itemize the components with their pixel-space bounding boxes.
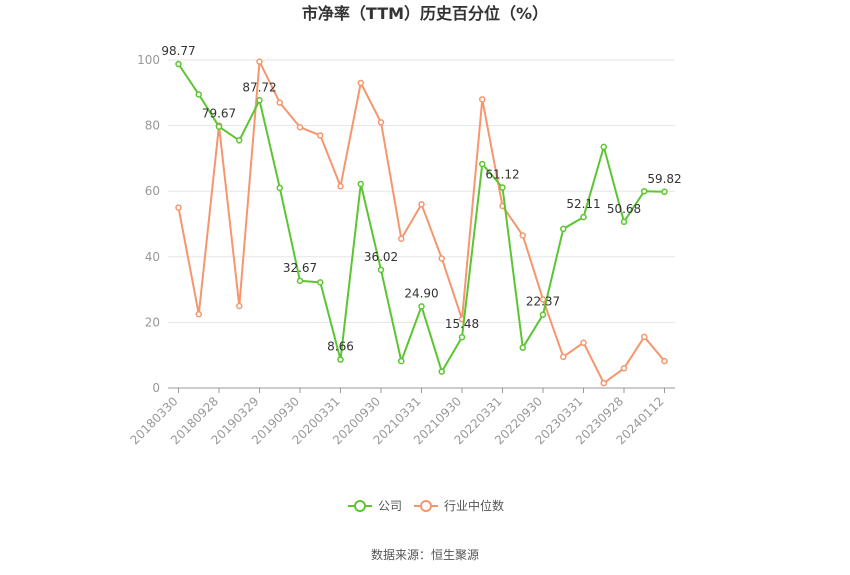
legend-swatch-marker [354,500,366,512]
data-point [236,137,243,144]
y-tick-label: 0 [152,381,160,395]
data-point [661,188,668,196]
legend-item: 公司 [348,499,402,513]
data-label: 36.02 [364,250,398,264]
data-labels: 98.77 79.67 87.72 32.67 8.66 36.02 24.90 15.48 6… [161,44,681,354]
data-point [357,180,364,188]
data-point [539,311,547,318]
data-point [377,119,385,126]
data-label: 98.77 [161,44,195,58]
data-point [661,357,668,365]
data-label: 79.67 [202,107,236,121]
data-point [600,379,607,387]
data-label: 8.66 [327,340,354,354]
data-point [357,79,364,87]
data-label: 87.72 [242,80,276,94]
data-point [580,339,587,346]
data-label: 50.68 [607,202,641,216]
data-point [479,160,486,168]
data-point [296,123,304,131]
data-point [215,123,223,130]
y-tick-label: 100 [137,53,160,67]
data-point [337,183,344,190]
series-line [177,63,665,373]
data-point [256,58,263,65]
series-line [177,60,666,385]
data-point [195,91,202,98]
y-tick-label: 60 [145,184,160,198]
x-axis: 2018033020180928201903292019093020200331… [128,387,675,447]
data-point [317,132,324,139]
data-label: 61.12 [485,168,519,182]
data-point [398,235,405,243]
data-point [195,310,202,318]
data-point [479,96,486,103]
data-point [458,333,466,341]
data-label: 24.90 [404,286,438,300]
source-note: 数据来源：恒生聚源 [371,547,479,562]
data-label: 32.67 [283,261,317,275]
y-axis: 0 20 40 60 80 100 [137,53,160,395]
data-point [641,187,648,195]
data-point [236,302,243,310]
legend-label: 公司 [378,499,402,513]
data-point [580,213,587,221]
data-point [438,368,445,375]
data-point [560,353,567,361]
data-label: 52.11 [566,197,600,211]
data-point [317,279,324,286]
legend: 公司 行业中位数 [348,498,504,513]
data-point [600,143,607,151]
data-point [398,357,405,365]
data-label: 59.82 [647,172,681,186]
series-layer [175,58,668,387]
data-point [499,184,506,191]
data-point [296,277,304,285]
data-point [377,266,385,274]
legend-swatch-marker [420,500,432,512]
data-point [256,97,263,104]
legend-label: 行业中位数 [444,498,504,513]
data-point [418,303,425,310]
data-point [641,333,648,341]
series-公司 [175,60,668,375]
data-label: 22.37 [526,295,560,309]
data-point [519,344,526,351]
data-point [276,99,283,106]
data-point [276,184,283,192]
data-point [560,225,567,233]
data-point [438,255,445,262]
data-point [337,356,344,363]
data-point [175,60,182,68]
y-tick-label: 20 [145,315,160,329]
data-point [418,201,425,208]
y-tick-label: 40 [145,250,160,264]
legend-item: 行业中位数 [414,498,504,513]
data-point [519,232,526,239]
data-point [620,218,628,226]
data-point [175,204,182,211]
data-point [539,296,547,303]
grid [168,59,675,323]
data-point [620,365,628,372]
data-label: 15.48 [445,317,479,331]
y-tick-label: 80 [145,119,160,133]
series-行业中位数 [175,58,668,387]
chart-title: 市净率（TTM）历史百分位（%） [302,4,548,23]
